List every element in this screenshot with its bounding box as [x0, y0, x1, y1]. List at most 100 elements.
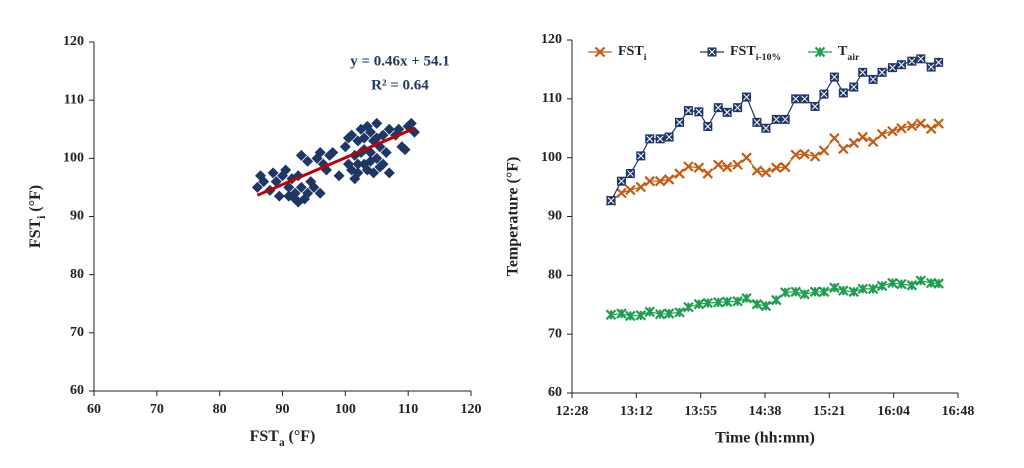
marker-shape: [896, 278, 907, 290]
marker: [829, 282, 840, 293]
marker: [819, 89, 829, 99]
y-tick-label: 110: [64, 92, 84, 107]
marker: [933, 278, 944, 289]
marker-shape: [857, 131, 868, 143]
marker-cross: [723, 109, 731, 116]
marker: [702, 168, 714, 179]
marker-shape: [790, 286, 801, 298]
marker-shape: [635, 310, 647, 321]
marker: [829, 72, 839, 82]
marker: [780, 114, 790, 124]
x-tick-label: 90: [276, 402, 290, 417]
marker-shape: [625, 310, 636, 322]
marker: [934, 57, 944, 67]
marker-shape: [809, 286, 821, 298]
marker: [760, 167, 772, 178]
marker-shape: [887, 277, 898, 289]
marker-shape: [867, 283, 879, 295]
annotation: R² = 0.64: [371, 77, 429, 93]
marker: [721, 161, 733, 173]
marker-cross: [676, 119, 683, 126]
marker: [751, 298, 763, 310]
scatter-point: [405, 117, 417, 129]
marker-shape: [702, 297, 714, 309]
marker: [654, 308, 666, 320]
marker-cross: [781, 116, 789, 123]
scatter-point: [314, 147, 326, 159]
scatter-point: [280, 164, 292, 176]
y-tick-label: 90: [548, 209, 562, 224]
marker: [838, 88, 848, 98]
x-tick-label: 120: [461, 402, 482, 417]
marker: [625, 169, 635, 179]
scatter-point: [393, 123, 405, 135]
marker: [721, 296, 733, 308]
marker-shape: [693, 162, 705, 173]
scatter-point: [358, 132, 370, 144]
marker: [916, 54, 926, 64]
marker-cross: [772, 116, 780, 123]
scatter-point: [270, 176, 282, 188]
y-tick-label: 80: [70, 267, 84, 282]
marker-shape: [887, 125, 898, 137]
marker-shape: [721, 161, 733, 173]
marker: [867, 283, 879, 295]
marker: [732, 295, 743, 307]
marker-shape: [829, 132, 840, 144]
marker: [915, 275, 927, 286]
marker-shape: [896, 122, 907, 134]
x-axis-title: Time (hh:mm): [715, 430, 815, 447]
marker-cross: [704, 123, 712, 130]
y-tick-label: 110: [542, 91, 562, 106]
marker: [674, 307, 685, 318]
marker-shape: [799, 288, 810, 300]
x-tick-label: 15:21: [813, 404, 846, 419]
marker-shape: [625, 184, 636, 196]
marker-shape: [683, 161, 694, 172]
label-text: T: [838, 44, 848, 59]
marker: [722, 107, 732, 117]
y-tick-label: 80: [548, 268, 562, 283]
y-axis-title: Temperature (°F): [505, 157, 522, 277]
marker-shape: [712, 297, 724, 308]
marker-shape: [848, 286, 860, 298]
marker-shape: [654, 308, 666, 320]
legend-label: Tair: [838, 44, 860, 63]
scatter-point: [295, 149, 307, 161]
marker-cross: [811, 103, 819, 110]
marker: [876, 280, 888, 292]
label-subscript: i: [644, 52, 647, 63]
marker: [663, 174, 675, 185]
x-tick-label: 14:38: [749, 404, 782, 419]
y-tick-label: 120: [63, 34, 84, 49]
marker-cross: [889, 64, 896, 72]
marker: [933, 118, 944, 129]
marker-cross: [665, 133, 673, 141]
marker: [906, 120, 918, 132]
marker-cross: [927, 63, 935, 71]
y-tick-label: 70: [70, 325, 84, 340]
marker: [635, 181, 647, 193]
marker-cross: [831, 73, 838, 81]
marker: [742, 92, 752, 102]
marker-shape: [876, 280, 888, 292]
marker-shape: [857, 283, 868, 295]
marker: [858, 67, 868, 77]
marker-shape: [799, 148, 810, 160]
marker-cross: [762, 124, 770, 132]
label-subscript: a: [279, 437, 285, 449]
marker-cross: [743, 93, 750, 101]
marker: [876, 128, 888, 140]
scatter-point: [377, 158, 389, 170]
scatter-point: [258, 176, 270, 188]
marker: [752, 117, 762, 127]
x-axis-title: FSTa (°F): [250, 428, 316, 449]
label-text: FST: [250, 428, 280, 445]
y-tick-label: 100: [541, 150, 562, 165]
marker-shape: [838, 285, 849, 296]
x-tick-label: 100: [335, 402, 356, 417]
marker-shape: [654, 175, 666, 187]
marker: [790, 286, 801, 298]
marker-shape: [906, 280, 918, 291]
